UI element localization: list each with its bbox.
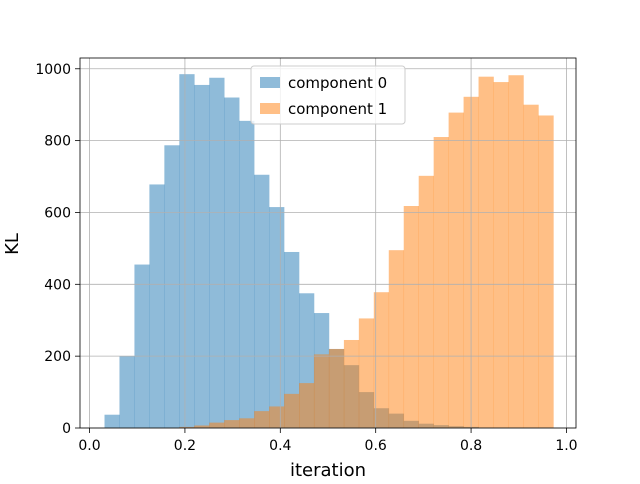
histogram-bar <box>284 251 300 428</box>
histogram-bar <box>179 74 195 429</box>
histogram-bar <box>403 206 419 428</box>
histogram-bar <box>239 418 255 428</box>
histogram-bar <box>254 174 270 428</box>
x-tick-label: 0.6 <box>365 438 387 454</box>
histogram-bar <box>224 97 240 428</box>
y-tick-label: 600 <box>44 205 71 221</box>
x-tick-label: 0.0 <box>78 438 100 454</box>
y-tick-label: 0 <box>62 421 71 437</box>
histogram-bar <box>313 354 330 428</box>
histogram-bar <box>269 406 285 428</box>
histogram-bar <box>478 76 494 429</box>
histogram-bar <box>209 422 225 428</box>
histogram-bar <box>373 292 390 428</box>
x-tick-label: 0.8 <box>460 438 482 454</box>
histogram-bar <box>104 414 120 428</box>
histogram-bar <box>269 207 285 428</box>
series-1 <box>179 75 554 429</box>
histogram-bar <box>299 383 315 428</box>
histogram-bar <box>179 426 195 428</box>
y-tick-label: 400 <box>44 277 71 293</box>
histogram-bar <box>343 339 360 428</box>
histogram-bar <box>209 77 225 428</box>
x-tick-label: 0.4 <box>269 438 291 454</box>
x-axis-label: iteration <box>290 460 366 480</box>
histogram-bar <box>194 84 210 428</box>
legend-swatch <box>260 103 280 114</box>
histogram-bar <box>493 82 509 428</box>
legend-label: component 0 <box>288 74 387 92</box>
histogram-bar <box>224 420 240 428</box>
y-axis-label: KL <box>2 233 23 255</box>
x-tick-label: 1.0 <box>555 438 577 454</box>
histogram-bar <box>328 348 345 428</box>
histogram-bar <box>523 104 539 428</box>
histogram-bar <box>239 120 255 429</box>
histogram-bar <box>388 250 405 428</box>
y-tick-label: 800 <box>44 134 71 150</box>
histogram-bar <box>418 175 434 428</box>
histogram-bar <box>358 318 375 428</box>
histogram-bar <box>508 75 524 429</box>
histogram-bar <box>254 411 270 428</box>
histogram-bar <box>284 393 300 428</box>
legend-label: component 1 <box>288 100 387 118</box>
legend-swatch <box>260 77 280 88</box>
y-tick-label: 200 <box>44 349 71 365</box>
histogram-bar <box>538 115 554 428</box>
histogram-bar <box>134 264 150 428</box>
histogram-bar <box>433 137 449 428</box>
histogram-bar <box>149 184 165 428</box>
y-tick-label: 1000 <box>35 62 71 78</box>
legend <box>250 65 406 125</box>
histogram-bar <box>448 112 464 428</box>
histogram-bar <box>164 145 180 429</box>
axes-frame <box>79 57 577 429</box>
x-tick-label: 0.2 <box>174 438 196 454</box>
histogram-bar <box>119 356 135 428</box>
histogram-bar <box>194 425 210 428</box>
